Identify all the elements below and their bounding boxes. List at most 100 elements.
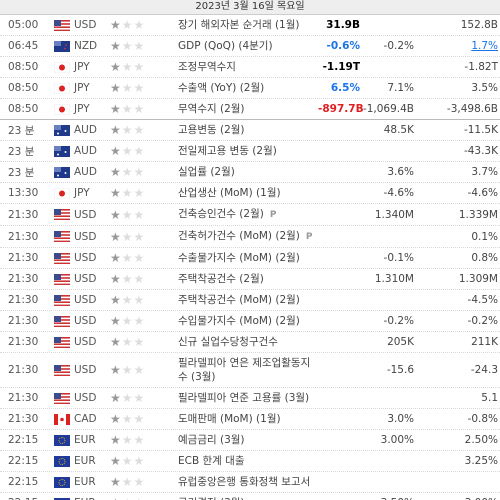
previous: -11.5K [414,124,498,136]
event-name: 예금금리 (3월) [178,434,245,446]
forecast: -4.6% [383,187,414,199]
actual: 31.9B [326,19,360,31]
previous-value: -43.3K [463,145,498,157]
event-cell: 필라델피아 연준 고용률 (3월) [178,388,318,408]
star: ★ [110,272,122,286]
currency: EUR [74,455,96,467]
event-name: 유럽중앙은행 통화정책 보고서 [178,476,311,488]
importance: ★★★ [110,433,178,447]
time: 13:30 [8,187,39,199]
forecast: -1,069.4B [362,103,414,115]
flag [48,103,74,115]
previous: -0.8% [414,413,498,425]
event-cell: ECB 한계 대출 [178,451,318,471]
star: ★ [121,433,134,447]
star: ★ [133,433,146,447]
forecast: 1.340M [374,208,414,221]
time: 23 분 [8,166,35,179]
flag [48,455,74,467]
currency: AUD [74,124,97,136]
previous: 2.50% [414,434,498,446]
star: ★ [121,18,134,32]
event-row: 23 분 AUD ★★★ 실업률 (2월) 3.6% 3.7% [0,162,500,183]
event-cell: 실업률 (2월) [178,162,318,182]
importance: ★★★ [110,363,178,377]
forecast: -0.2% [383,315,414,327]
importance: ★★★ [110,391,178,405]
star: ★ [133,391,146,405]
prelim-badge: P [305,232,313,242]
flag-icon [54,231,70,242]
previous-value: 152.8B [460,19,498,31]
event-row: 08:50 JPY ★★★ 조정무역수지 -1.19T -1.82T [0,57,500,78]
previous: -1.82T [414,61,498,73]
star: ★ [133,144,146,158]
star: ★ [121,229,134,244]
forecast: -0.1% [383,252,414,264]
flag-icon [54,166,70,178]
event-cell: 조정무역수지 [178,57,318,77]
star: ★ [110,335,122,349]
flag-icon [54,252,70,264]
star: ★ [134,496,146,500]
previous-value: 1.309M [458,273,498,285]
flag-icon [54,145,70,157]
importance: ★★★ [110,293,178,307]
event-name: 건축승인건수 (2월) [178,208,264,220]
star: ★ [110,144,122,158]
event-row: 21:30 CAD ★★★ 도매판매 (MoM) (1월) 3.0% -0.8% [0,409,500,430]
time: 21:30 [8,364,39,376]
star: ★ [133,251,146,265]
time: 22:15 [8,434,39,446]
event-row: 23 분 AUD ★★★ 전일제고용 변동 (2월) -43.3K [0,141,500,162]
star: ★ [110,251,122,265]
event-name: 금리결정 (3월) [178,497,245,500]
star: ★ [110,475,122,489]
previous: -4.6% [414,187,498,199]
importance: ★★★ [110,39,178,53]
event-cell: 산업생산 (MoM) (1월) [178,183,318,203]
currency: JPY [74,103,90,115]
event-row: 21:30 USD ★★★ 주택착공건수 (MoM) (2월) -4.5% [0,290,500,311]
importance: ★★★ [110,272,178,286]
star: ★ [133,39,146,53]
event-row: 21:30 USD ★★★ 필라델피아 연은 제조업활동지수 (3월) -15.6 -24… [0,353,500,388]
forecast: 3.50% [360,497,414,500]
importance: ★★★ [110,186,178,200]
currency: USD [74,392,97,404]
flag-icon [54,273,70,285]
star: ★ [133,314,146,328]
star: ★ [121,251,134,265]
currency: USD [74,19,97,31]
previous: 3.5% [414,82,498,94]
event-name: 필라델피아 연은 제조업활동지수 (3월) [178,357,311,383]
star: ★ [110,81,122,95]
time: 22:15 [8,455,39,467]
event-row: 21:30 USD ★★★ 필라델피아 연준 고용률 (3월) 5.1 [0,388,500,409]
event-cell: GDP (QoQ) (4분기) [178,36,318,56]
event-cell: 수출물가지수 (MoM) (2월) [178,248,318,268]
star: ★ [110,363,122,377]
flag [48,364,74,376]
currency: USD [74,364,97,376]
currency: EUR [74,497,110,500]
previous: 0.1% [414,231,498,243]
time: 21:30 [8,392,39,404]
previous: 0.8% [414,252,498,264]
event-cell: 고용변동 (2월) [178,120,318,140]
event-row: 21:30 USD ★★★ 주택착공건수 (2월) 1.310M 1.309M [0,269,500,290]
currency: EUR [74,434,96,446]
star: ★ [110,207,122,222]
importance: ★★★ [110,102,178,116]
star: ★ [110,391,122,405]
star: ★ [121,412,134,426]
importance: ★★★ [110,230,178,244]
event-row: 13:30 JPY ★★★ 산업생산 (MoM) (1월) -4.6% -4.6% [0,183,500,204]
event-name: 조정무역수지 [178,61,236,73]
previous: 5.1 [414,392,498,404]
star: ★ [121,60,134,74]
event-cell: 건축승인건수 (2월) P [178,204,318,225]
event-name: 무역수지 (2월) [178,103,245,115]
time: 23 분 [8,145,35,158]
previous-value: 2.50% [464,434,498,446]
